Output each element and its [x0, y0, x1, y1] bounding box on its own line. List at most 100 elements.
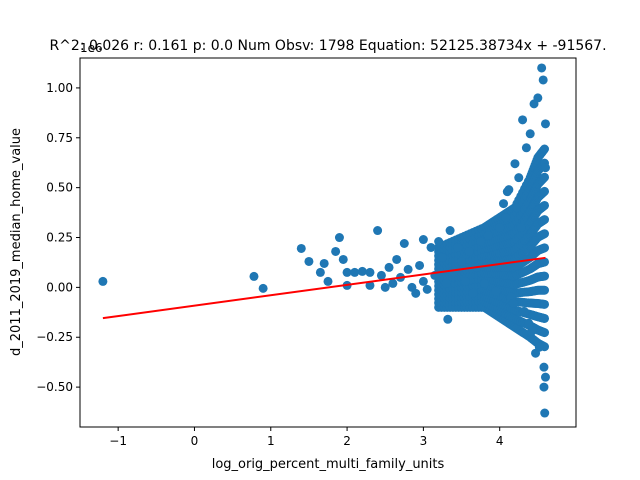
scatter-point — [434, 237, 444, 247]
scatter-point — [331, 246, 341, 256]
fit-line-layer — [102, 256, 546, 320]
y-offset-label: 1e6 — [80, 41, 103, 55]
y-axis-label: d_2011_2019_median_home_value — [9, 128, 24, 356]
scatter-point — [365, 267, 375, 277]
y-tick-label: 0.50 — [46, 181, 73, 195]
scatter-point — [399, 238, 409, 248]
y-tick-label: 1.00 — [46, 81, 73, 95]
x-tick-label: 4 — [496, 434, 504, 448]
scatter-point — [487, 258, 497, 268]
scatter-point — [510, 159, 520, 169]
scatter-point — [464, 246, 474, 256]
scatter-point — [296, 243, 306, 253]
scatter-point — [426, 242, 436, 252]
scatter-point — [540, 243, 550, 253]
y-tick-label: −0.50 — [36, 380, 73, 394]
scatter-point — [453, 242, 463, 252]
scatter-point — [534, 342, 544, 352]
scatter-point — [483, 231, 493, 241]
scatter-point — [304, 256, 314, 266]
scatter-point — [411, 288, 421, 298]
scatter-point — [380, 282, 390, 292]
x-tick-label: 1 — [267, 434, 275, 448]
x-tick-label: −1 — [109, 434, 127, 448]
scatter-point — [388, 278, 398, 288]
scatter-point — [540, 372, 550, 382]
scatter-point — [539, 362, 549, 372]
scatter-point — [540, 144, 550, 154]
scatter-point — [457, 256, 467, 266]
scatter-point — [499, 199, 509, 209]
y-tick-label: 0.00 — [46, 280, 73, 294]
scatter-point — [422, 284, 432, 294]
scatter-point — [342, 267, 352, 277]
scatter-point — [508, 298, 518, 308]
scatter-point — [418, 235, 428, 245]
scatter-point — [540, 119, 550, 129]
x-axis-label: log_orig_percent_multi_family_units — [212, 457, 445, 472]
scatter-point — [334, 233, 344, 243]
scatter-point — [443, 314, 453, 324]
scatter-point — [319, 258, 329, 268]
scatter-point — [415, 260, 425, 270]
scatter-point — [460, 276, 470, 286]
scatter-point — [540, 186, 550, 196]
scatter-point — [315, 267, 325, 277]
scatter-point — [476, 237, 486, 247]
scatter-point — [518, 115, 528, 125]
scatter-point — [338, 254, 348, 264]
scatter-point — [527, 326, 537, 336]
scatter-point — [514, 173, 524, 183]
scatter-point — [521, 143, 531, 153]
scatter-point — [384, 262, 394, 272]
scatter-point — [533, 93, 543, 103]
scatter-point — [495, 223, 505, 233]
scatter-point — [537, 63, 547, 73]
scatter-point — [418, 276, 428, 286]
x-tick-label: 0 — [191, 434, 199, 448]
scatter-point — [540, 271, 550, 281]
scatter-point — [373, 226, 383, 236]
scatter-point — [350, 267, 360, 277]
scatter-point — [524, 318, 534, 328]
scatter-point — [258, 283, 268, 293]
x-tick-label: 3 — [420, 434, 428, 448]
scatter-point — [540, 313, 550, 323]
scatter-point — [437, 252, 447, 262]
scatter-point — [538, 75, 548, 85]
scatter-point — [516, 223, 526, 233]
scatter-point — [365, 280, 375, 290]
x-tick-label: 2 — [343, 434, 351, 448]
scatter-point — [376, 270, 386, 280]
scatter-point — [98, 276, 108, 286]
scatter-point — [540, 328, 550, 338]
scatter-point — [491, 286, 501, 296]
scatter-point — [540, 172, 550, 182]
scatter-point — [249, 271, 259, 281]
scatter-point — [511, 203, 521, 213]
scatter-point — [539, 382, 549, 392]
scatter-point — [540, 285, 550, 295]
scatter-point — [540, 408, 550, 418]
scatter-point — [441, 278, 451, 288]
scatter-point — [525, 129, 535, 139]
scatter-point — [519, 306, 529, 316]
fit-line — [102, 256, 546, 320]
plot-frame — [79, 57, 577, 428]
scatter-point — [445, 226, 455, 236]
scatter-point — [540, 200, 550, 210]
scatter-point — [540, 229, 550, 239]
y-axis-ticks: −0.50 −0.25 0.00 0.25 0.50 0.75 1.00 — [36, 81, 80, 394]
scatter-point — [504, 185, 514, 195]
scatter-point — [540, 257, 550, 267]
chart-title: R^2: 0.026 r: 0.161 p: 0.0 Num Obsv: 179… — [49, 38, 606, 54]
scatter-point — [479, 278, 489, 288]
y-tick-label: 0.75 — [46, 131, 73, 145]
y-tick-label: −0.25 — [36, 330, 73, 344]
x-axis-ticks: −1 0 1 2 3 4 — [109, 427, 504, 448]
scatter-point — [357, 266, 367, 276]
scatter-point — [392, 254, 402, 264]
scatter-point — [540, 299, 550, 309]
